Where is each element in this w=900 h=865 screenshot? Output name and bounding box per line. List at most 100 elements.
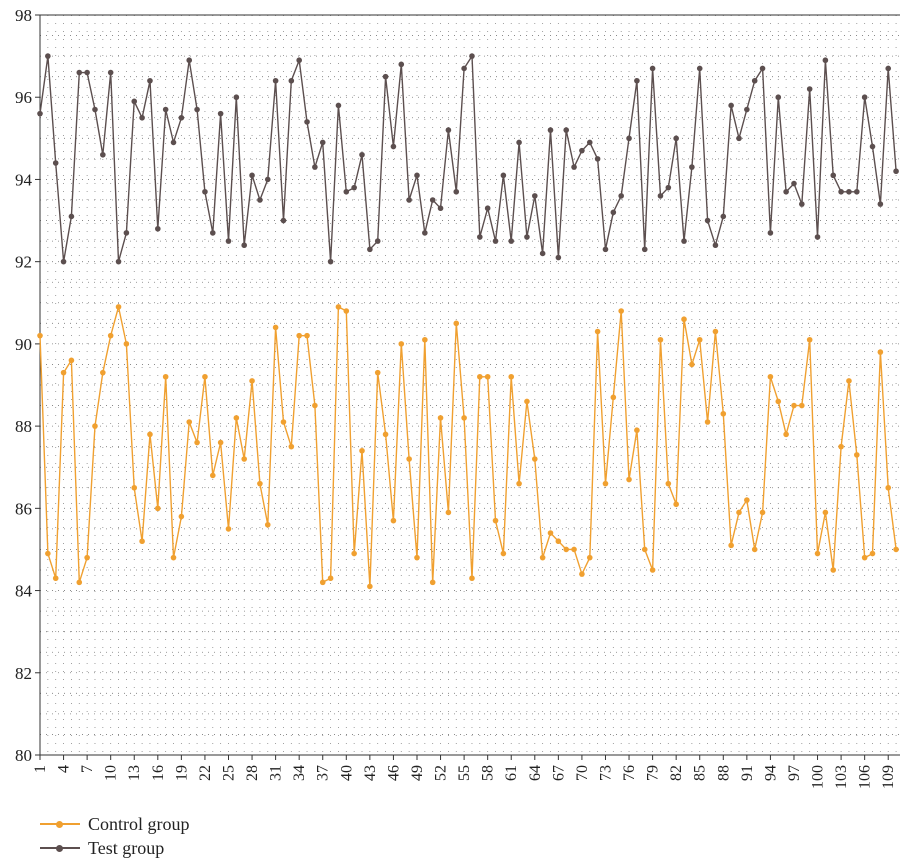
data-point-test <box>885 65 892 72</box>
data-point-control <box>814 550 821 557</box>
data-point-test <box>429 197 436 203</box>
data-point-test <box>414 172 420 179</box>
y-tick-label: 80 <box>15 746 32 765</box>
data-point-test <box>374 238 381 244</box>
data-point-test <box>500 172 507 179</box>
data-point-test <box>689 164 695 170</box>
data-point-control <box>398 341 405 347</box>
data-point-test <box>775 94 782 101</box>
data-point-control <box>626 476 632 483</box>
x-tick-label: 10 <box>103 765 120 781</box>
data-point-test <box>846 188 852 195</box>
data-point-test <box>351 184 357 191</box>
data-point-test <box>68 213 75 220</box>
data-point-control <box>822 509 829 516</box>
data-point-control <box>791 402 797 409</box>
y-tick-label: 92 <box>15 253 32 272</box>
data-point-test <box>869 143 876 150</box>
data-point-control <box>225 526 232 532</box>
data-point-control <box>547 530 554 536</box>
series-control <box>37 304 899 590</box>
data-point-control <box>319 579 326 586</box>
data-point-test <box>783 188 789 195</box>
x-tick-label: 91 <box>739 765 756 781</box>
data-point-control <box>586 554 593 561</box>
data-point-test <box>264 176 271 183</box>
x-tick-label: 49 <box>409 765 426 781</box>
series-test <box>37 53 899 265</box>
data-point-control <box>594 328 601 335</box>
x-tick-label: 52 <box>433 765 450 781</box>
data-point-test <box>233 94 240 101</box>
data-point-test <box>76 69 83 76</box>
data-point-test <box>139 114 145 121</box>
legend-swatch-control <box>40 817 80 831</box>
x-tick-label: 28 <box>244 765 261 781</box>
data-point-test <box>382 73 389 80</box>
data-point-test <box>60 258 67 265</box>
data-point-test <box>92 106 98 113</box>
data-point-control <box>500 550 507 557</box>
data-point-control <box>830 567 837 573</box>
data-point-test <box>508 238 515 244</box>
data-point-control <box>131 484 138 491</box>
x-tick-label: 46 <box>385 765 402 781</box>
data-point-test <box>209 230 216 236</box>
data-point-control <box>414 554 420 561</box>
x-tick-label: 58 <box>480 765 497 781</box>
x-tick-label: 22 <box>197 765 214 781</box>
data-point-control <box>893 546 899 553</box>
data-point-control <box>178 513 185 520</box>
data-point-control <box>155 505 161 512</box>
data-point-test <box>712 242 719 249</box>
data-point-control <box>610 394 617 401</box>
data-point-control <box>422 336 428 343</box>
data-point-control <box>445 509 452 516</box>
data-point-test <box>751 77 758 84</box>
data-point-control <box>304 332 310 339</box>
data-point-test <box>367 246 373 253</box>
x-tick-label: 97 <box>786 765 803 781</box>
x-tick-label: 109 <box>880 765 897 789</box>
x-tick-label: 70 <box>574 765 591 781</box>
x-tick-label: 88 <box>715 765 732 781</box>
data-point-control <box>374 369 381 376</box>
data-point-control <box>806 336 813 343</box>
x-tick-label: 55 <box>456 765 473 781</box>
data-point-test <box>547 127 554 133</box>
data-point-test <box>814 234 821 240</box>
legend: Control group Test group <box>40 812 190 860</box>
data-point-test <box>335 102 342 109</box>
data-point-test <box>484 205 491 212</box>
data-point-control <box>162 373 169 380</box>
data-point-control <box>696 336 703 343</box>
data-point-test <box>539 250 546 257</box>
data-point-test <box>822 57 829 64</box>
data-point-test <box>610 209 617 216</box>
data-point-control <box>107 332 114 339</box>
data-point-control <box>767 373 774 380</box>
data-point-test <box>704 217 711 224</box>
data-point-control <box>37 332 43 339</box>
data-point-control <box>736 509 742 516</box>
x-tick-label: 64 <box>527 765 544 781</box>
data-point-test <box>304 119 310 125</box>
data-point-test <box>186 57 193 64</box>
x-tick-label: 1 <box>32 765 49 773</box>
legend-swatch-test <box>40 841 80 855</box>
data-point-control <box>327 575 334 582</box>
data-point-test <box>155 225 161 232</box>
data-point-control <box>52 575 59 582</box>
data-point-control <box>555 538 562 545</box>
data-point-test <box>178 114 185 121</box>
data-point-test <box>202 188 208 195</box>
legend-label-test: Test group <box>88 837 165 858</box>
data-point-control <box>854 452 860 458</box>
x-tick-label: 31 <box>268 765 285 781</box>
data-point-control <box>484 373 491 380</box>
data-point-control <box>76 579 83 586</box>
x-tick-label: 79 <box>645 765 662 781</box>
data-point-test <box>696 65 703 72</box>
data-point-control <box>288 443 295 450</box>
data-point-test <box>594 156 601 162</box>
